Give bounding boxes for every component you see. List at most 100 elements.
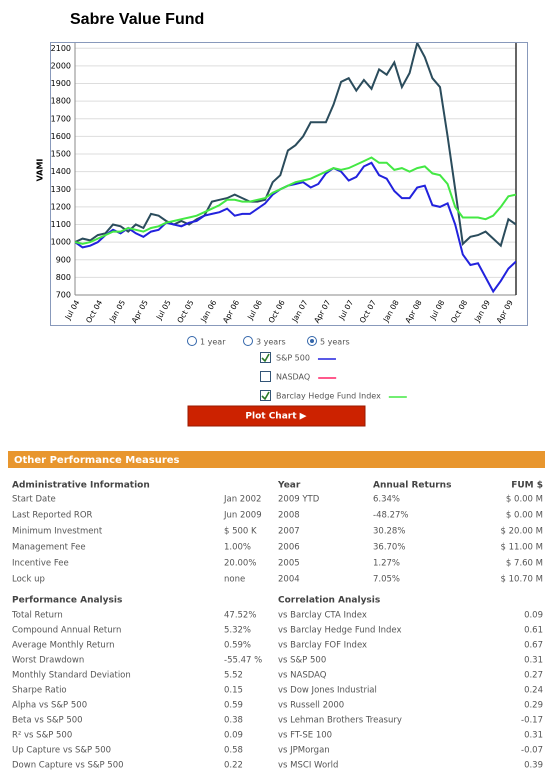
row-cell: $ 11.00 M bbox=[501, 543, 543, 553]
row-cell: 36.70% bbox=[373, 543, 405, 553]
row-value: none bbox=[224, 575, 245, 585]
row-cell: $ 0.00 M bbox=[506, 495, 543, 505]
row-label: Last Reported ROR bbox=[12, 511, 93, 521]
row-label: vs Lehman Brothers Treasury bbox=[278, 716, 402, 726]
row-value: 0.27 bbox=[524, 671, 543, 681]
row-value: Jan 2002 bbox=[223, 495, 261, 505]
row-value: 0.24 bbox=[524, 686, 543, 696]
y-axis-label: VAMI bbox=[36, 159, 45, 182]
legend-label: Barclay Hedge Fund Index bbox=[276, 392, 381, 401]
row-value: 0.58 bbox=[224, 746, 243, 756]
row-value: 0.15 bbox=[224, 686, 243, 696]
row-cell: $ 10.70 M bbox=[501, 575, 543, 585]
row-cell: 6.34% bbox=[373, 495, 400, 505]
row-value: 0.61 bbox=[524, 626, 543, 636]
row-value: 5.32% bbox=[224, 626, 251, 636]
row-label: Minimum Investment bbox=[12, 527, 103, 537]
row-cell: 2008 bbox=[278, 511, 300, 521]
row-value: 0.31 bbox=[524, 656, 543, 666]
y-tick-label: 1800 bbox=[51, 97, 71, 106]
section-title: Other Performance Measures bbox=[14, 455, 180, 466]
y-tick-label: 1500 bbox=[51, 150, 71, 159]
series-line bbox=[75, 156, 516, 245]
row-value: 20.00% bbox=[224, 559, 256, 569]
row-value: -0.17 bbox=[521, 716, 543, 726]
row-value: -55.47 % bbox=[224, 656, 262, 666]
legend-label: S&P 500 bbox=[276, 354, 310, 363]
check-mark bbox=[261, 391, 270, 401]
row-label: Management Fee bbox=[12, 543, 86, 553]
table-header: Year bbox=[277, 481, 301, 491]
row-label: Average Monthly Return bbox=[12, 641, 115, 651]
row-value: -0.07 bbox=[521, 746, 543, 756]
row-label: Start Date bbox=[12, 495, 56, 505]
row-value: $ 500 K bbox=[224, 527, 257, 537]
row-value: 0.09 bbox=[224, 731, 243, 741]
row-value: 5.52 bbox=[224, 671, 243, 681]
row-value: 0.31 bbox=[524, 731, 543, 741]
row-label: Beta vs S&P 500 bbox=[12, 716, 83, 726]
row-label: vs NASDAQ bbox=[278, 671, 327, 681]
row-cell: 2005 bbox=[278, 559, 300, 569]
y-tick-label: 1400 bbox=[51, 167, 71, 176]
checkbox[interactable] bbox=[260, 390, 271, 401]
checkbox[interactable] bbox=[260, 371, 271, 382]
row-label: R² vs S&P 500 bbox=[12, 731, 72, 741]
row-cell: $ 20.00 M bbox=[501, 527, 543, 537]
row-label: vs S&P 500 bbox=[278, 656, 326, 666]
row-label: vs Barclay CTA Index bbox=[278, 611, 367, 621]
button-label: Plot Chart ▶ bbox=[245, 412, 306, 422]
table-header: Administrative Information bbox=[12, 481, 150, 491]
row-label: vs Barclay FOF Index bbox=[278, 641, 367, 651]
y-tick-label: 1200 bbox=[51, 202, 71, 211]
y-tick-label: 1600 bbox=[51, 132, 71, 141]
row-cell: 1.27% bbox=[373, 559, 400, 569]
row-cell: 2006 bbox=[278, 543, 300, 553]
row-value: 0.09 bbox=[524, 611, 543, 621]
radio-label: 5 years bbox=[320, 338, 350, 347]
y-tick-label: 1100 bbox=[51, 220, 71, 229]
row-label: vs JPMorgan bbox=[278, 746, 330, 756]
row-label: Up Capture vs S&P 500 bbox=[12, 746, 111, 756]
row-label: Alpha vs S&P 500 bbox=[12, 701, 87, 711]
section-header bbox=[8, 451, 545, 468]
check-mark bbox=[261, 353, 270, 363]
table-header: FUM $ bbox=[511, 481, 543, 491]
y-tick-label: 2000 bbox=[51, 61, 71, 70]
table-header: Annual Returns bbox=[373, 481, 451, 491]
row-value: 0.67 bbox=[524, 641, 543, 651]
row-value: 0.22 bbox=[224, 761, 243, 770]
row-label: vs MSCI World bbox=[278, 761, 338, 770]
radio-dot bbox=[310, 339, 314, 343]
plot-chart-button[interactable] bbox=[187, 405, 366, 427]
radio-button[interactable] bbox=[187, 336, 197, 346]
row-cell: 2009 YTD bbox=[278, 495, 320, 505]
row-label: vs Barclay Hedge Fund Index bbox=[278, 626, 402, 636]
row-value: 0.59 bbox=[224, 701, 243, 711]
row-label: Worst Drawdown bbox=[12, 656, 84, 666]
y-tick-label: 1000 bbox=[51, 238, 71, 247]
table-header: Correlation Analysis bbox=[278, 596, 380, 606]
row-label: vs Russell 2000 bbox=[278, 701, 344, 711]
row-cell: -48.27% bbox=[373, 511, 408, 521]
y-tick-label: 900 bbox=[56, 255, 71, 264]
y-tick-label: 800 bbox=[56, 273, 71, 282]
row-label: Lock up bbox=[12, 575, 45, 585]
row-cell: 2007 bbox=[278, 527, 300, 537]
row-value: 0.39 bbox=[524, 761, 543, 770]
chart-frame bbox=[50, 42, 528, 326]
page-title: Sabre Value Fund bbox=[70, 11, 204, 28]
row-label: Compound Annual Return bbox=[12, 626, 121, 636]
radio-label: 1 year bbox=[200, 338, 226, 347]
row-value: 1.00% bbox=[224, 543, 251, 553]
radio-button[interactable] bbox=[243, 336, 253, 346]
row-cell: $ 0.00 M bbox=[506, 511, 543, 521]
row-label: Down Capture vs S&P 500 bbox=[12, 761, 124, 770]
checkbox[interactable] bbox=[260, 352, 271, 363]
row-label: Total Return bbox=[11, 611, 63, 621]
row-cell: 2004 bbox=[278, 575, 300, 585]
row-value: 47.52% bbox=[224, 611, 256, 621]
row-value: 0.38 bbox=[224, 716, 243, 726]
series-line bbox=[75, 161, 516, 294]
